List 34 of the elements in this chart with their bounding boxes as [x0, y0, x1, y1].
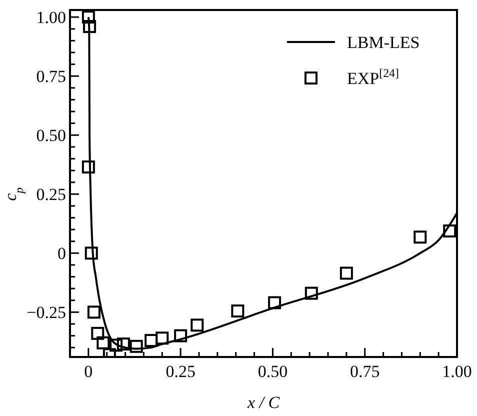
point [268, 296, 282, 310]
x-tick-label: 0.25 [166, 362, 196, 381]
y-tick-label: 1.00 [36, 8, 66, 28]
point [91, 326, 104, 340]
x-axis-title: x / C [246, 393, 280, 412]
point [84, 246, 98, 260]
point [174, 329, 188, 342]
point [304, 286, 318, 300]
x-tick-label: 0 [84, 362, 93, 381]
point [87, 306, 100, 319]
y-tick-label: −0.25 [26, 303, 66, 322]
point [340, 266, 353, 280]
y-tick-label: 0.50 [36, 126, 66, 146]
point [82, 160, 95, 174]
legend-label: LBM-LES [347, 33, 420, 52]
point [82, 10, 95, 24]
point [110, 338, 123, 352]
point [96, 336, 110, 350]
point [414, 230, 427, 244]
point [83, 20, 96, 34]
x-tick-label: 0.50 [258, 362, 288, 381]
point [190, 318, 204, 332]
point [156, 332, 169, 345]
x-tick-label: 0.75 [350, 362, 380, 381]
point [116, 338, 130, 351]
x-tick-label: 1.00 [442, 362, 472, 381]
legend-label: EXP$^{[24]}$ [347, 66, 399, 88]
y-tick-label: 0.75 [36, 67, 66, 86]
y-tick-label: 0 [58, 244, 66, 264]
point [443, 224, 456, 238]
y-tick-label: 0.25 [36, 185, 66, 204]
point [144, 334, 158, 347]
point [231, 304, 244, 318]
point [130, 340, 143, 353]
